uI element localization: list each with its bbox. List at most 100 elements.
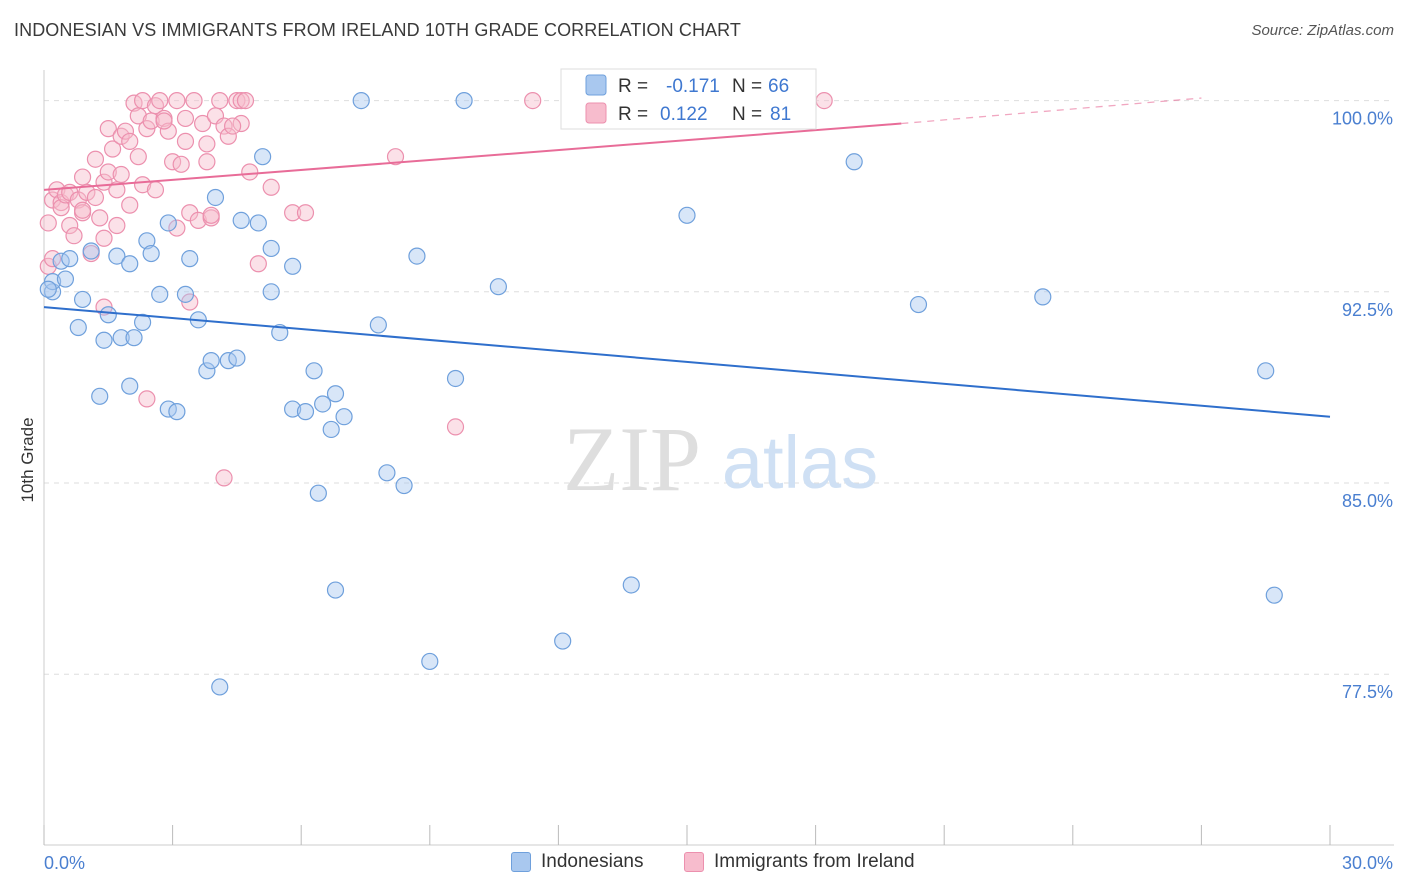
point-indonesians-17	[151, 285, 169, 303]
legend-swatch-indonesians	[511, 852, 531, 872]
point-indonesians-6	[73, 290, 92, 309]
point-indonesians-55	[845, 153, 863, 171]
point-indonesians-30	[254, 148, 272, 166]
point-ireland-9	[61, 216, 79, 235]
trend-lines	[43, 97, 1331, 418]
point-indonesians-64	[232, 211, 250, 230]
point-indonesians-51	[489, 278, 507, 296]
point-ireland-13	[73, 168, 92, 186]
point-ireland-34	[133, 91, 152, 110]
point-indonesians-34	[284, 400, 302, 418]
point-indonesians-61	[326, 581, 345, 599]
legend-label-ireland: Immigrants from Ireland	[714, 851, 915, 872]
point-ireland-52	[194, 114, 212, 133]
point-indonesians-5	[69, 318, 87, 337]
watermark-atlas: atlas	[722, 421, 878, 504]
point-ireland-80	[224, 117, 242, 135]
point-ireland-35	[133, 176, 152, 194]
point-indonesians-41	[326, 385, 345, 403]
watermark-zip: ZIP	[563, 408, 701, 510]
point-indonesians-11	[112, 329, 130, 347]
y-tick-label-3: 77.5%	[1342, 682, 1393, 702]
legend-r-label-pink: R =	[618, 104, 648, 125]
x-tick-label-1: 30.0%	[1342, 853, 1393, 873]
point-indonesians-57	[1034, 288, 1052, 306]
point-ireland-28	[116, 122, 135, 140]
point-ireland-78	[202, 206, 220, 224]
point-indonesians-48	[421, 652, 439, 671]
legend-n-label-pink: N =	[732, 104, 762, 125]
tick-labels: 100.0% 92.5% 85.0% 77.5% 0.0% 30.0%	[44, 109, 1393, 873]
point-indonesians-60	[211, 678, 229, 696]
legend-n-label-blue: N =	[732, 76, 762, 97]
point-indonesians-58	[1257, 362, 1275, 380]
point-ireland-67	[284, 204, 302, 222]
point-indonesians-15	[138, 232, 156, 250]
point-indonesians-24	[198, 362, 216, 380]
point-indonesians-8	[95, 331, 113, 349]
series-indonesians-points	[39, 91, 1283, 696]
point-indonesians-35	[284, 257, 302, 275]
point-ireland-29	[121, 196, 139, 214]
point-indonesians-49	[446, 369, 465, 388]
point-ireland-19	[95, 229, 113, 247]
point-indonesians-38	[309, 484, 327, 502]
trend-line-indonesians	[43, 306, 1331, 418]
point-indonesians-65	[82, 242, 100, 260]
point-indonesians-25	[202, 352, 220, 370]
legend-item-ireland: Immigrants from Ireland	[684, 851, 915, 873]
y-axis-label: 10th Grade	[18, 417, 37, 502]
legend-label-indonesians: Indonesians	[541, 851, 644, 872]
grid-lines	[44, 100, 1394, 675]
point-ireland-44	[168, 91, 186, 110]
point-ireland-16	[86, 188, 105, 207]
point-ireland-51	[189, 211, 207, 230]
trend-line-ireland-extension	[901, 97, 1202, 125]
point-indonesians-18	[159, 214, 177, 232]
source-label: Source: ZipAtlas.com	[1251, 22, 1394, 39]
legend-r-value-blue: -0.171	[666, 76, 720, 97]
series-ireland-points	[39, 91, 833, 487]
point-ireland-57	[211, 91, 229, 110]
point-ireland-71	[524, 91, 542, 110]
point-ireland-14	[78, 183, 96, 201]
point-ireland-17	[86, 150, 105, 168]
point-ireland-70	[446, 418, 465, 436]
point-indonesians-22	[181, 250, 199, 268]
legend-bottom: Indonesians Immigrants from Ireland	[0, 851, 1406, 877]
point-ireland-59	[219, 127, 237, 145]
point-ireland-75	[138, 390, 156, 408]
point-indonesians-9	[99, 306, 117, 324]
point-ireland-42	[159, 122, 177, 140]
point-ireland-47	[176, 109, 195, 128]
legend-top-swatch-pink	[585, 102, 607, 124]
point-ireland-6	[52, 199, 70, 217]
point-ireland-24	[108, 216, 126, 235]
point-ireland-40	[151, 91, 169, 110]
point-indonesians-44	[369, 316, 387, 334]
trend-line-ireland	[43, 122, 902, 191]
point-indonesians-31	[262, 239, 280, 258]
point-ireland-45	[168, 219, 186, 237]
point-indonesians-42	[335, 408, 353, 426]
point-indonesians-40	[322, 420, 340, 439]
point-ireland-68	[296, 204, 315, 222]
point-indonesians-63	[121, 255, 139, 273]
legend-top-swatch-blue	[585, 74, 607, 96]
point-indonesians-37	[305, 362, 323, 380]
point-ireland-54	[198, 153, 216, 171]
legend-top: R = -0.171 N = 66 R = 0.122 N = 81	[560, 68, 817, 130]
point-ireland-61	[232, 91, 250, 110]
point-ireland-69	[386, 148, 405, 166]
point-indonesians-4	[61, 250, 79, 268]
point-indonesians-12	[121, 377, 139, 395]
point-ireland-73	[215, 469, 233, 487]
point-indonesians-52	[554, 632, 572, 650]
point-ireland-65	[249, 255, 267, 273]
point-indonesians-54	[678, 206, 696, 224]
point-ireland-66	[262, 178, 280, 196]
point-ireland-10	[65, 227, 83, 245]
axes	[43, 70, 1394, 846]
point-indonesians-62	[39, 280, 57, 298]
